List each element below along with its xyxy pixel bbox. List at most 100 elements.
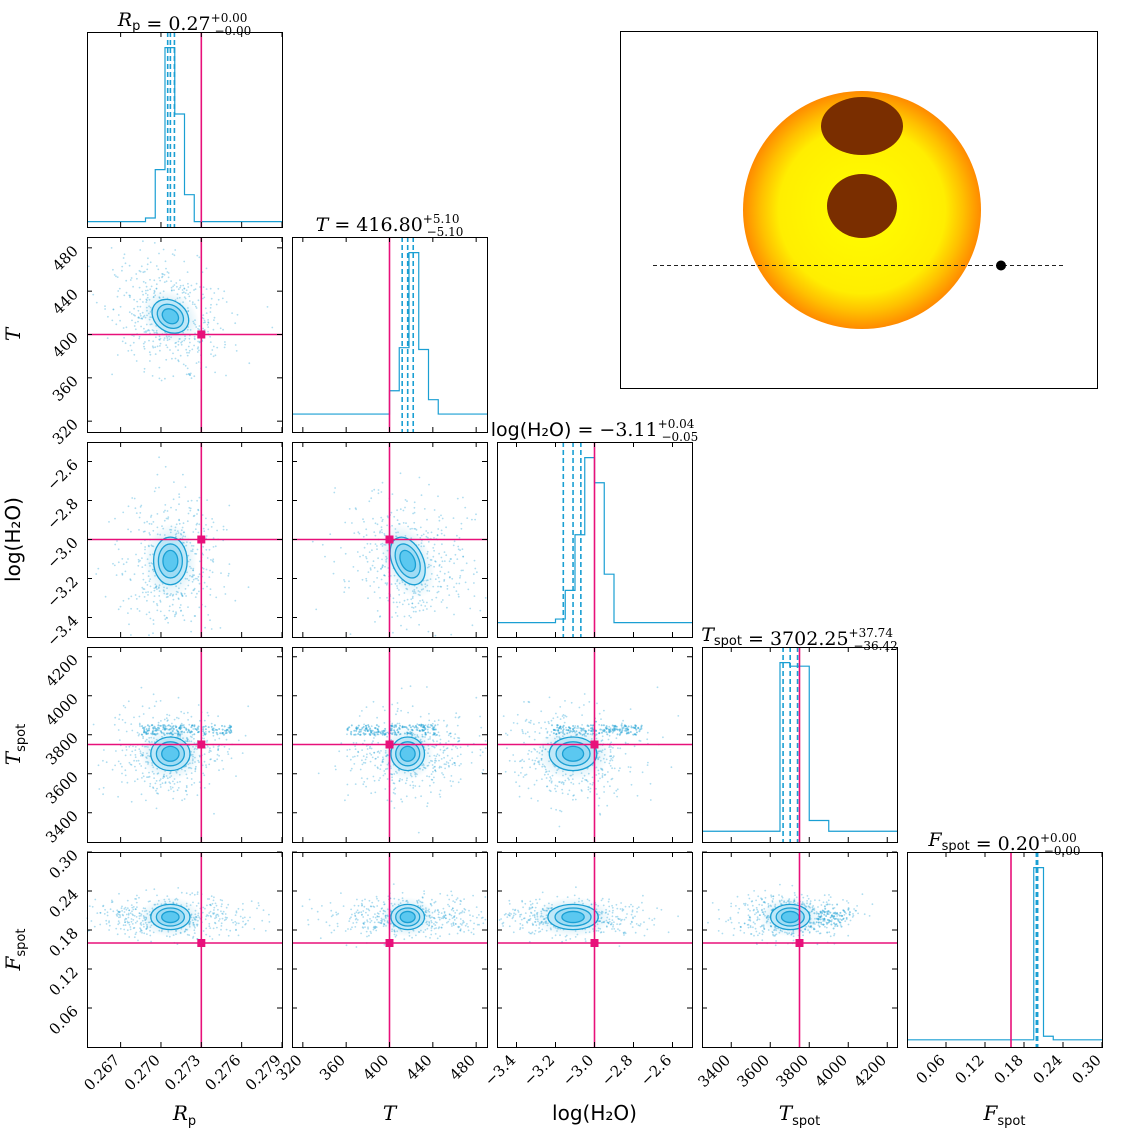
sample-point: [553, 729, 555, 731]
sample-point: [210, 628, 213, 630]
sample-point: [175, 509, 178, 511]
sample-point: [420, 534, 423, 537]
sample-point: [446, 921, 448, 924]
sample-point: [432, 728, 435, 731]
sample-point: [412, 607, 415, 609]
sample-point: [216, 926, 218, 929]
sample-point: [172, 797, 175, 800]
sample-point: [508, 759, 511, 762]
sample-point: [217, 715, 220, 718]
sample-point: [196, 548, 199, 551]
sample-point: [374, 913, 376, 915]
panel-title: Tspot = 3702.25+37.74 −36.42: [701, 624, 898, 653]
sample-point: [436, 753, 439, 756]
sample-point: [450, 633, 453, 636]
sample-point: [384, 574, 386, 577]
sample-point: [438, 911, 440, 914]
sample-point: [440, 917, 443, 920]
sample-point: [408, 614, 411, 617]
sample-point: [545, 727, 547, 730]
sample-point: [467, 588, 470, 591]
sample-point: [432, 555, 435, 558]
sample-point: [440, 912, 443, 914]
panel-frame: [87, 32, 283, 228]
sample-point: [164, 465, 167, 468]
sample-point: [117, 548, 120, 551]
sample-point: [448, 933, 451, 936]
sample-point: [139, 930, 142, 933]
sample-point: [227, 574, 230, 577]
sample-point: [429, 732, 431, 734]
sample-point: [455, 582, 458, 585]
sample-point: [119, 927, 122, 930]
sample-point: [166, 510, 169, 512]
sample-point: [205, 933, 208, 936]
sample-point: [618, 733, 621, 736]
sample-point: [156, 513, 159, 515]
sample-point: [137, 759, 140, 762]
sample-point: [586, 780, 589, 783]
sample-point: [237, 907, 240, 910]
sample-point: [464, 506, 467, 509]
sample-point: [392, 791, 395, 794]
sample-point: [330, 909, 333, 912]
sample-point: [127, 350, 130, 352]
sample-point: [599, 813, 602, 816]
sample-point: [159, 783, 162, 786]
sample-point: [230, 757, 233, 760]
panel-title: log(H₂O) = −3.11+0.04 −0.05: [491, 417, 698, 444]
sample-point: [363, 723, 365, 726]
sample-point: [206, 323, 209, 326]
sample-point: [450, 775, 453, 777]
sample-point: [440, 532, 443, 535]
sample-point: [253, 928, 256, 930]
sample-point: [156, 603, 158, 605]
sample-point: [516, 722, 519, 725]
sample-point: [148, 351, 151, 354]
sample-point: [217, 749, 220, 751]
sample-point: [165, 267, 167, 270]
sample-point: [621, 722, 623, 725]
sample-point: [380, 516, 383, 519]
sample-point: [428, 719, 431, 722]
sample-point: [139, 305, 142, 308]
sample-point: [138, 610, 141, 612]
panel-title: Rp = 0.27+0.00 −0.00: [117, 9, 251, 38]
sample-point: [438, 759, 440, 762]
sample-point: [177, 349, 180, 352]
sample-point: [114, 764, 116, 767]
sample-point: [150, 523, 153, 525]
sample-point: [510, 729, 512, 732]
sample-point: [144, 581, 147, 584]
sample-point: [205, 766, 208, 769]
sample-point: [458, 537, 461, 539]
sample-point: [166, 895, 169, 897]
sample-point: [353, 763, 356, 765]
sample-point: [138, 722, 141, 725]
sample-point: [307, 923, 310, 926]
sample-point: [189, 291, 192, 294]
sample-point: [383, 574, 385, 577]
sample-point: [118, 892, 120, 895]
sample-point: [381, 566, 384, 568]
sample-point: [142, 572, 145, 575]
sample-point: [124, 933, 126, 935]
sample-point: [401, 800, 404, 803]
sample-point: [98, 788, 101, 790]
sample-point: [443, 749, 446, 752]
sample-point: [534, 767, 537, 770]
sample-point: [129, 928, 132, 931]
sample-point: [455, 923, 457, 925]
sample-point: [458, 926, 461, 928]
sample-point: [438, 565, 441, 567]
sample-point: [609, 759, 612, 762]
sample-point: [393, 515, 396, 518]
sample-point: [448, 898, 451, 901]
sample-point: [190, 620, 193, 623]
y-tick-label: 440: [49, 285, 82, 318]
sample-point: [374, 534, 377, 537]
sample-point: [113, 723, 116, 726]
sample-point: [458, 740, 460, 742]
sample-point: [450, 914, 453, 917]
sample-point: [133, 298, 136, 301]
